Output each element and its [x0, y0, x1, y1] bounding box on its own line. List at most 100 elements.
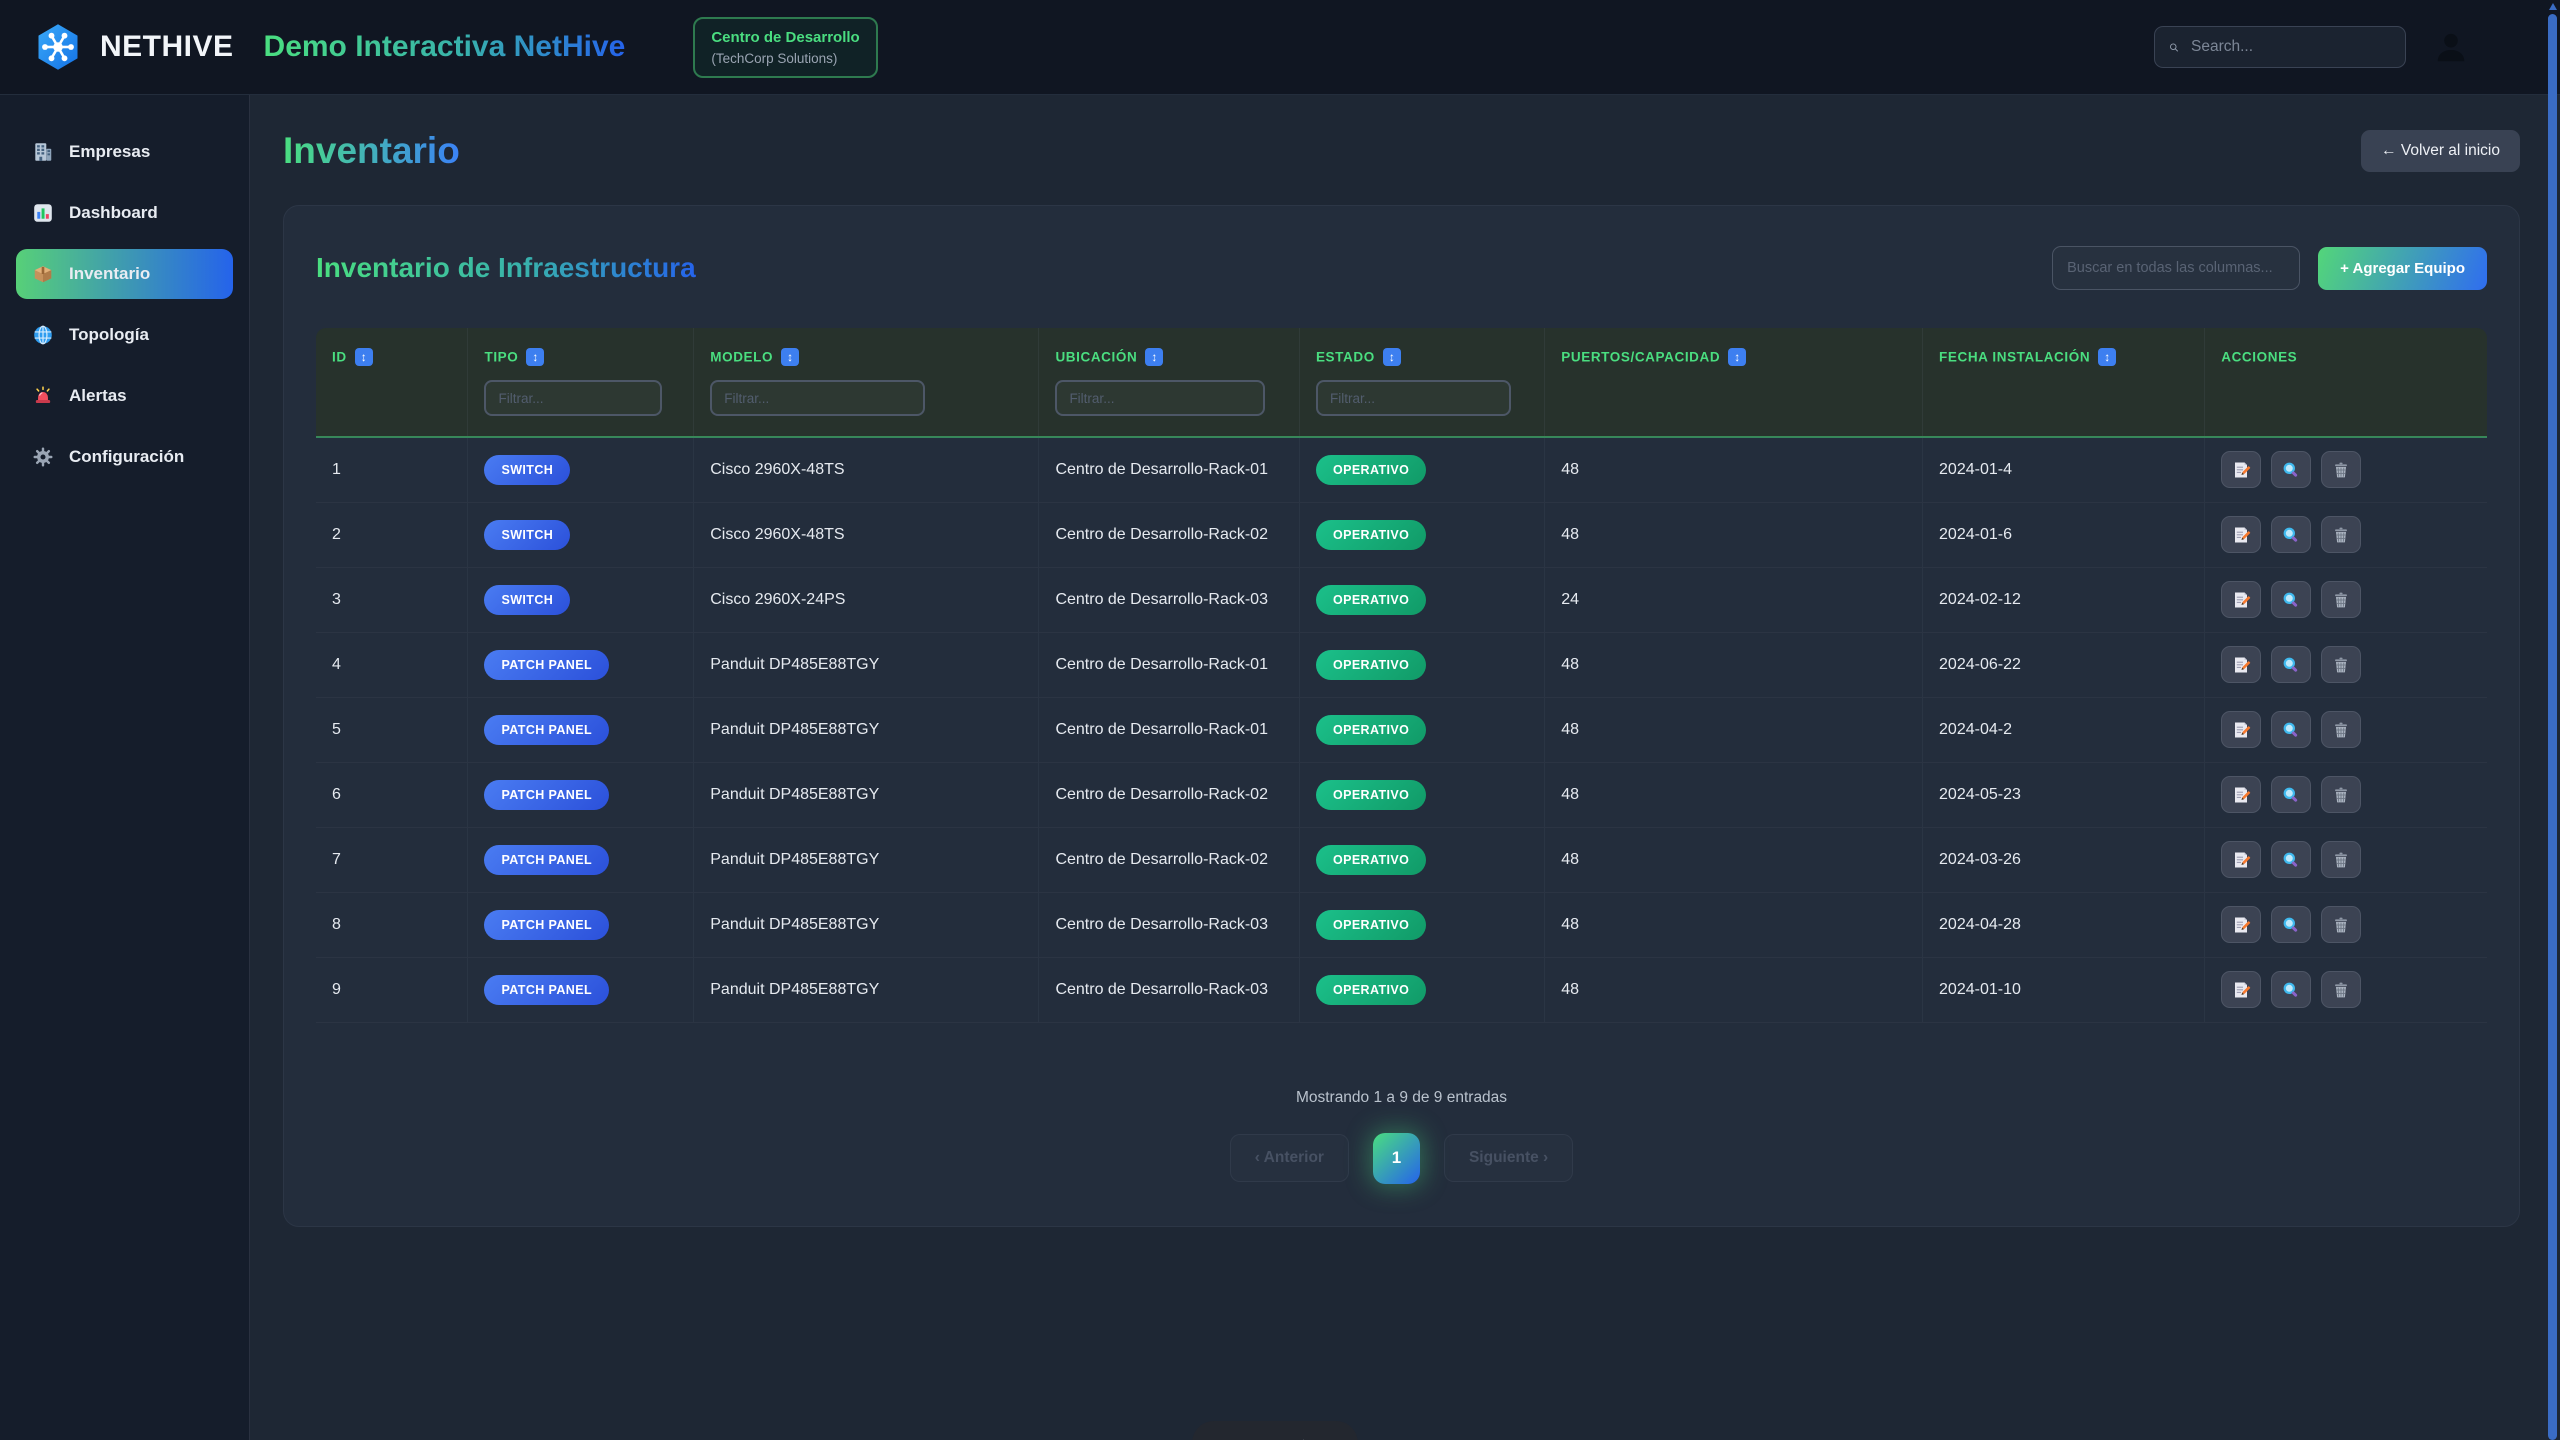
view-row-button[interactable]: [2271, 906, 2312, 944]
col-header-modelo[interactable]: MODELO ↕: [693, 328, 1040, 373]
add-equipment-button[interactable]: + Agregar Equipo: [2318, 246, 2487, 290]
view-row-button[interactable]: [2271, 971, 2312, 1009]
tipo-badge: SWITCH: [484, 454, 571, 485]
view-row-button[interactable]: [2271, 711, 2312, 749]
sidebar-item-inventario[interactable]: Inventario: [16, 249, 233, 299]
cell-estado: OPERATIVO: [1299, 957, 1546, 1023]
prev-page-button[interactable]: ‹ Anterior: [1229, 1134, 1349, 1183]
cell-fecha: 2024-01-4: [1922, 437, 2206, 503]
scrollbar-up-arrow[interactable]: [2549, 3, 2557, 10]
org-badge: Centro de Desarrollo (TechCorp Solutions…: [693, 16, 878, 78]
sort-icon[interactable]: ↕: [1145, 348, 1164, 366]
inventory-card: Inventario de Infraestructura + Agregar …: [283, 205, 2520, 1227]
edit-row-button[interactable]: [2221, 516, 2262, 554]
cell-puertos: 48: [1544, 957, 1924, 1023]
cell-puertos: 48: [1544, 697, 1924, 763]
delete-row-button[interactable]: [2321, 711, 2362, 749]
cell-tipo: PATCH PANEL: [467, 892, 695, 958]
sidebar-item-topologia[interactable]: Topología: [16, 310, 233, 360]
global-search-input[interactable]: [2191, 38, 2391, 56]
edit-row-button[interactable]: [2221, 906, 2262, 944]
delete-row-button[interactable]: [2321, 971, 2362, 1009]
sort-icon[interactable]: ↕: [354, 348, 373, 366]
cell-puertos: 48: [1544, 827, 1924, 893]
sidebar-item-configuracion[interactable]: Configuración: [16, 432, 233, 482]
filter-input-estado[interactable]: [1315, 380, 1512, 417]
scrollbar[interactable]: [2548, 14, 2557, 1440]
view-row-button[interactable]: [2271, 841, 2312, 879]
edit-row-button[interactable]: [2221, 711, 2262, 749]
col-header-ubicacion[interactable]: UBICACIÓN ↕: [1038, 328, 1300, 373]
filter-input-modelo[interactable]: [710, 380, 926, 417]
table-row: 2 SWITCH Cisco 2960X-48TS Centro de Desa…: [316, 502, 2487, 568]
sort-icon[interactable]: ↕: [526, 348, 545, 366]
cell-tipo: PATCH PANEL: [467, 827, 695, 893]
cell-id: 6: [316, 762, 469, 828]
col-header-fecha[interactable]: FECHA INSTALACIÓN ↕: [1922, 328, 2206, 373]
delete-row-button[interactable]: [2321, 841, 2362, 879]
sidebar-item-label: Dashboard: [69, 203, 158, 222]
pagination: ‹ Anterior 1 Siguiente ›: [316, 1132, 2487, 1184]
search-icon: [2170, 43, 2178, 51]
sort-icon[interactable]: ↕: [1728, 348, 1747, 366]
sort-icon[interactable]: ↕: [1382, 348, 1401, 366]
user-icon[interactable]: [2432, 28, 2470, 66]
sort-icon[interactable]: ↕: [781, 348, 800, 366]
cell-ubicacion: Centro de Desarrollo-Rack-01: [1038, 697, 1300, 763]
filter-input-ubicacion[interactable]: [1055, 380, 1265, 417]
back-to-home-button[interactable]: ← Volver al inicio: [2361, 130, 2520, 172]
cell-fecha: 2024-04-28: [1922, 892, 2206, 958]
view-row-button[interactable]: [2271, 451, 2312, 489]
view-row-button[interactable]: [2271, 516, 2312, 554]
table-body: 1 SWITCH Cisco 2960X-48TS Centro de Desa…: [316, 437, 2487, 1023]
cell-fecha: 2024-06-22: [1922, 632, 2206, 698]
magnifier-icon: [2283, 852, 2298, 867]
edit-row-button[interactable]: [2221, 646, 2262, 684]
col-header-id[interactable]: ID ↕: [316, 328, 469, 373]
table-global-filter-input[interactable]: [2052, 246, 2301, 290]
sidebar-item-empresas[interactable]: Empresas: [16, 127, 233, 177]
cell-ubicacion: Centro de Desarrollo-Rack-02: [1038, 502, 1300, 568]
cell-acciones: [2204, 892, 2487, 958]
cell-estado: OPERATIVO: [1299, 827, 1546, 893]
trash-icon: [2335, 462, 2348, 478]
edit-row-button[interactable]: [2221, 971, 2262, 1009]
col-header-tipo[interactable]: TIPO ↕: [467, 328, 695, 373]
cell-modelo: Panduit DP485E88TGY: [693, 892, 1040, 958]
cell-modelo: Cisco 2960X-48TS: [693, 502, 1040, 568]
cell-ubicacion: Centro de Desarrollo-Rack-02: [1038, 827, 1300, 893]
next-page-button[interactable]: Siguiente ›: [1443, 1134, 1574, 1183]
filter-input-tipo[interactable]: [484, 380, 662, 417]
sort-icon[interactable]: ↕: [2098, 348, 2117, 366]
delete-row-button[interactable]: [2321, 646, 2362, 684]
brand-name: NETHIVE: [100, 30, 234, 63]
cell-ubicacion: Centro de Desarrollo-Rack-03: [1038, 567, 1300, 633]
col-header-acciones: ACCIONES: [2221, 349, 2298, 365]
delete-row-button[interactable]: [2321, 581, 2362, 619]
edit-row-button[interactable]: [2221, 776, 2262, 814]
sidebar-item-label: Alertas: [69, 386, 127, 405]
estado-badge: OPERATIVO: [1315, 454, 1427, 485]
magnifier-icon: [2283, 592, 2298, 607]
row-actions: [2221, 516, 2471, 554]
col-header-estado[interactable]: ESTADO ↕: [1299, 328, 1546, 373]
sidebar-item-dashboard[interactable]: Dashboard: [16, 188, 233, 238]
delete-row-button[interactable]: [2321, 776, 2362, 814]
delete-row-button[interactable]: [2321, 906, 2362, 944]
table-row: 1 SWITCH Cisco 2960X-48TS Centro de Desa…: [316, 437, 2487, 503]
sidebar-item-alertas[interactable]: Alertas: [16, 371, 233, 421]
cell-acciones: [2204, 827, 2487, 893]
tipo-badge: PATCH PANEL: [484, 714, 609, 745]
delete-row-button[interactable]: [2321, 516, 2362, 554]
floating-toolbar: A ✎ ≡ ⚙: [1192, 1421, 1358, 1440]
col-header-puertos[interactable]: PUERTOS/CAPACIDAD ↕: [1544, 328, 1924, 373]
edit-row-button[interactable]: [2221, 581, 2262, 619]
view-row-button[interactable]: [2271, 776, 2312, 814]
view-row-button[interactable]: [2271, 646, 2312, 684]
view-row-button[interactable]: [2271, 581, 2312, 619]
current-page-button[interactable]: 1: [1372, 1132, 1420, 1184]
edit-row-button[interactable]: [2221, 451, 2262, 489]
edit-row-button[interactable]: [2221, 841, 2262, 879]
trash-icon: [2335, 787, 2348, 803]
delete-row-button[interactable]: [2321, 451, 2362, 489]
